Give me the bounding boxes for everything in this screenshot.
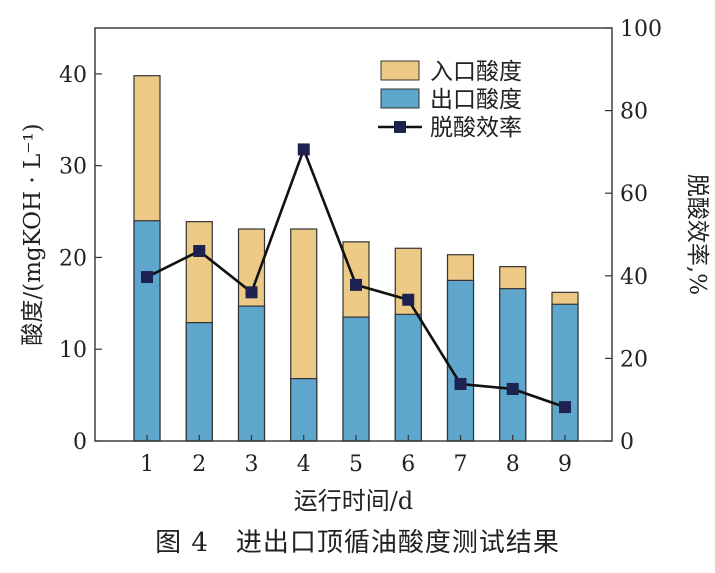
- efficiency-marker: [245, 286, 258, 299]
- y-tick-label: 0: [73, 430, 87, 455]
- y-tick-label: 20: [59, 246, 87, 271]
- x-axis-label: 运行时间/d: [294, 487, 413, 515]
- legend-label-inlet: 入口酸度: [430, 59, 522, 85]
- efficiency-marker: [506, 382, 519, 395]
- x-tick-label: 3: [245, 452, 259, 477]
- y-tick-label: 40: [59, 63, 87, 88]
- y2-tick-label: 60: [620, 182, 648, 207]
- x-tick-label: 2: [192, 452, 206, 477]
- legend-label-outlet: 出口酸度: [430, 87, 522, 113]
- bar-outlet-acidity: [446, 279, 475, 442]
- efficiency-marker: [402, 293, 415, 306]
- x-tick-label: 6: [401, 452, 415, 477]
- bar-outlet-acidity: [290, 377, 318, 442]
- y2-tick-label: 80: [620, 100, 648, 125]
- efficiency-marker: [454, 378, 467, 391]
- efficiency-marker: [141, 271, 153, 284]
- efficiency-marker: [350, 278, 362, 291]
- x-tick-label: 1: [140, 452, 154, 477]
- bar-outlet-acidity: [342, 316, 370, 442]
- x-tick-label: 5: [349, 452, 363, 477]
- y2-tick-label: 100: [620, 17, 662, 42]
- y2-tick-label: 40: [620, 265, 648, 290]
- y2-tick-label: 20: [620, 347, 648, 372]
- chart: 1 2 3 4 5 6 7 8 9 0 10 20 30 40 0 20 40 60 80 100 运行时间/d 酸度/(…: [20, 17, 710, 515]
- x-tick-label: 4: [297, 452, 311, 477]
- bar-outlet-acidity: [237, 305, 266, 442]
- efficiency-marker: [193, 245, 206, 258]
- x-tick-label: 7: [454, 452, 468, 477]
- efficiency-marker: [559, 401, 571, 414]
- bar-outlet-acidity: [499, 288, 527, 442]
- y-axis-label: 酸度/(mgKOH · L⁻¹): [20, 123, 46, 345]
- y2-tick-label: 0: [620, 430, 634, 455]
- bar-outlet-acidity: [133, 220, 161, 442]
- y2-axis-label: 脱酸效率,%: [684, 174, 710, 295]
- efficiency-marker: [297, 143, 310, 156]
- x-tick-label: 8: [506, 452, 520, 477]
- bar-outlet-acidity: [185, 322, 213, 442]
- plot-frame: [94, 27, 613, 442]
- legend-swatch-inlet: [380, 60, 420, 81]
- legend-label-efficiency: 脱酸效率: [430, 115, 522, 141]
- legend-marker-efficiency: [394, 121, 406, 133]
- bar-outlet-acidity: [551, 303, 579, 442]
- x-tick-label: 9: [558, 452, 572, 477]
- legend-swatch-outlet: [380, 88, 420, 109]
- y-tick-label: 30: [59, 155, 87, 180]
- y-tick-label: 10: [59, 338, 87, 363]
- figure-caption: 图 4 进出口顶循油酸度测试结果: [155, 528, 560, 558]
- bar-outlet-acidity: [394, 313, 422, 442]
